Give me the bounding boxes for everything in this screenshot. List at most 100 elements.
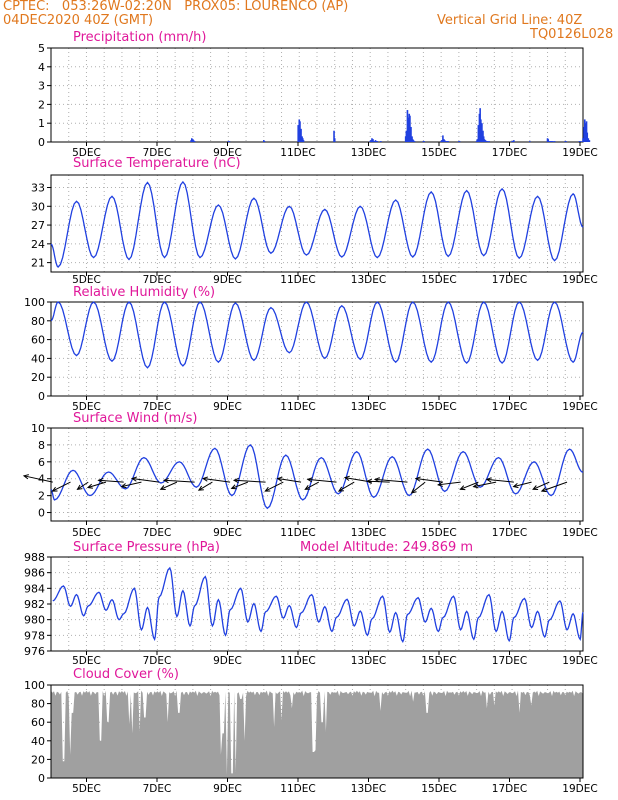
pres-xtick-label: 17DEC [492,655,527,667]
run-date: 04DEC2020 40Z (GMT) [3,13,154,28]
temp-xtick-label: 13DEC [351,274,386,286]
rh-ytick-label: 20 [31,371,45,384]
precip-bar [370,140,372,142]
precip-frame [50,47,584,143]
cloud-frame-top [50,684,584,779]
precip-bar [376,141,379,142]
pres-ytick-label: 984 [24,582,45,595]
temp-ytick-label: 24 [31,238,45,251]
wind-vector [87,481,107,488]
wind-vector [234,479,266,483]
pres-xtick-label: 7DEC [143,655,172,667]
wind-vector [473,481,497,488]
station-header: CPTEC: 053:26W-02:20N PROX05: LOURENCO (… [3,0,349,14]
rh-xtick-label: 7DEC [143,401,172,413]
wind-arrowhead [472,483,479,489]
precip-bar [588,140,591,142]
wind-arrowhead [459,485,466,491]
wind-xtick-label: 11DEC [280,527,315,539]
cloud-xtick-label: 9DEC [213,783,242,795]
rh-ytick-label: 100 [24,296,45,309]
wind-xtick-label: 5DEC [72,527,101,539]
pres-xtick-label: 15DEC [421,655,456,667]
temp-ytick-label: 21 [31,257,45,270]
precip-bar [333,130,335,142]
vertical-grid-line-note: Vertical Grid Line: 40Z [437,13,583,28]
precip-bar [263,141,266,142]
rh-ytick-label: 60 [31,334,45,347]
pres-xtick-label: 5DEC [72,655,101,667]
precip-xtick-label: 7DEC [143,147,172,159]
precip-xtick-label: 9DEC [213,147,242,159]
precip-bar [476,139,479,142]
wind-arrowhead [414,476,421,482]
precip-xtick-label: 13DEC [351,147,386,159]
precip-bar [484,140,487,142]
rh-series-line [50,301,584,369]
precip-bar [333,138,336,142]
temp-frame [50,174,584,273]
wind-vector [121,481,142,488]
precip-bar [513,140,515,142]
pres-xtick-label: 13DEC [351,655,386,667]
rh-ytick-label: 0 [38,390,45,403]
wind-arrowhead [51,486,58,492]
rh-xtick-label: 5DEC [72,401,101,413]
precip-bar [529,141,531,142]
cloud-ytick-label: 20 [31,753,45,766]
wind-arrowhead [22,474,29,480]
wind-vector [415,478,443,483]
precip-bar [297,125,300,142]
wind-arrowhead [337,486,344,492]
rh-xtick-label: 9DEC [213,401,242,413]
wind-arrowhead [97,477,104,484]
wind-arrowhead [264,486,271,492]
precip-xtick-label: 5DEC [72,147,101,159]
rh-xtick-label: 17DEC [492,401,527,413]
model-code: TQ0126L028 [530,27,614,42]
wind-arrowhead [373,477,380,483]
wind-arrowhead [230,484,237,490]
temp-ytick-label: 33 [31,182,45,195]
precip-bar [371,138,373,142]
wind-arrowhead [410,488,417,494]
temp-xtick-label: 5DEC [72,274,101,286]
precip-bar [193,141,196,142]
precip-bar [477,125,480,142]
temp-ytick-label: 27 [31,219,45,232]
precip-bar [372,139,374,142]
precip-xtick-label: 17DEC [492,147,527,159]
precip-bar [300,128,302,142]
precip-bar [406,110,409,142]
precip-xtick-label: 11DEC [280,147,315,159]
precip-bar [192,140,195,142]
precip-xtick-label: 19DEC [562,147,597,159]
wind-arrowhead [232,477,239,484]
wind-series-line [50,444,584,510]
wind-vector [411,481,426,494]
wind-xtick-label: 17DEC [492,527,527,539]
wind-arrowhead [306,477,313,483]
pres-subtitle: Model Altitude: 249.869 m [300,540,473,555]
wind-arrowhead [366,478,372,485]
precip-bar [374,140,377,142]
pres-ytick-label: 988 [24,551,45,564]
wind-arrowhead [120,483,127,489]
cloud-xtick-label: 15DEC [421,783,456,795]
wind-vector [532,481,550,490]
precip-ytick-label: 1 [38,117,45,130]
precip-bar [412,140,415,142]
precip-bar [481,123,483,142]
cloud-xtick-label: 7DEC [143,783,172,795]
wind-arrowhead [540,487,547,493]
wind-vector [305,481,320,490]
precip-ytick-label: 5 [38,42,45,55]
wind-vector [203,478,231,483]
precip-bar [480,119,482,142]
pres-series-line [52,566,584,643]
pres-ytick-label: 986 [24,567,45,580]
precip-bar [511,141,514,142]
precip-ytick-label: 2 [38,98,45,111]
precip-bar [582,138,584,142]
